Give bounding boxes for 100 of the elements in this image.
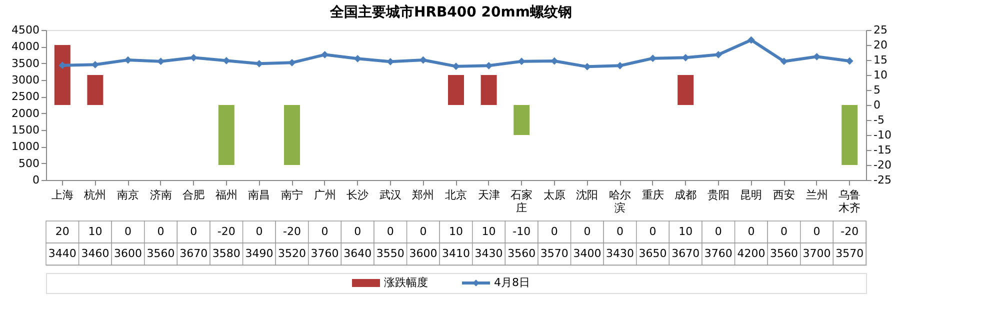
data-label: 10 (482, 225, 496, 238)
x-tick-label: 昆明 (740, 188, 762, 202)
y-tick-label: 2500 (12, 90, 40, 104)
bar (448, 75, 464, 105)
data-label: -20 (283, 225, 301, 238)
bar (480, 75, 497, 105)
data-label: 3600 (409, 247, 438, 260)
x-tick-label: 天津 (478, 188, 500, 202)
y-tick-label: 500 (18, 156, 40, 170)
data-label: 3570 (836, 247, 864, 260)
data-label: 3700 (802, 247, 831, 260)
y2-tick-label: -15 (874, 144, 892, 156)
x-tick-label: 重庆 (642, 188, 664, 202)
data-label: 0 (386, 225, 394, 238)
x-tick-label: 南京 (117, 188, 139, 202)
bar (678, 75, 694, 105)
data-label: 3560 (146, 247, 175, 260)
data-label: 3560 (508, 247, 536, 260)
data-label: 3600 (114, 247, 142, 260)
data-label: 3520 (278, 247, 306, 260)
data-label: 3410 (442, 247, 470, 260)
data-label: 3440 (48, 247, 76, 260)
data-label: 3760 (704, 247, 732, 260)
data-label: 3670 (672, 247, 700, 260)
data-label: 0 (780, 225, 788, 238)
data-label: 0 (420, 225, 427, 238)
x-tick-label: 成都 (674, 188, 697, 202)
x-tick-label: 兰州 (806, 188, 828, 202)
data-label: 3570 (540, 247, 568, 260)
x-tick-label: 上海 (51, 188, 74, 202)
data-label: 3670 (180, 247, 208, 260)
data-label: 0 (256, 225, 263, 238)
bar (284, 105, 300, 165)
x-tick-label: 杭州 (83, 188, 106, 202)
y2-tick-label: 15 (874, 54, 888, 66)
data-label: 0 (321, 225, 328, 238)
data-label: 0 (190, 225, 198, 238)
data-label: -20 (840, 225, 859, 238)
y2-tick-label: 0 (874, 98, 880, 112)
x-tick-label: 福州 (215, 188, 238, 202)
x-tick-label: 武汉 (379, 188, 402, 202)
legend-label: 涨跌幅度 (384, 276, 428, 289)
data-label: 3400 (573, 247, 602, 260)
x-tick-label: 广州 (314, 188, 336, 202)
x-tick-label: 贵阳 (707, 188, 730, 202)
data-label: 0 (813, 225, 820, 238)
x-tick-label: 石家庄 (510, 188, 533, 214)
y2-tick-label: -20 (874, 158, 892, 172)
x-tick-label: 济南 (150, 188, 172, 202)
point (714, 50, 722, 58)
data-label: 10 (88, 225, 102, 238)
data-label: 3580 (212, 247, 240, 260)
data-label: -20 (217, 225, 236, 238)
bar (87, 75, 104, 105)
y-tick-label: 1000 (12, 140, 40, 154)
data-label: 3560 (770, 247, 798, 260)
x-tick-label: 北京 (445, 188, 467, 202)
y-tick-label: 1500 (12, 124, 40, 136)
data-label: 0 (748, 225, 755, 238)
data-label: 3760 (310, 247, 339, 260)
data-label: 0 (124, 225, 132, 238)
x-tick-label: 郑州 (412, 188, 434, 202)
data-label: 4200 (737, 247, 766, 260)
y2-tick-label: 5 (874, 84, 880, 96)
point (747, 36, 755, 44)
data-label: 20 (55, 225, 70, 238)
legend-label: 4月8日 (494, 276, 530, 289)
y-tick-label: 0 (32, 174, 40, 186)
y-tick-label: 2000 (12, 106, 40, 120)
data-label: 0 (550, 225, 558, 238)
x-tick-label: 长沙 (346, 188, 369, 202)
y2-tick-label: -25 (874, 174, 892, 186)
x-tick-label: 南昌 (248, 188, 270, 202)
data-label: 3490 (245, 247, 274, 260)
x-tick-label: 合肥 (182, 188, 205, 202)
x-tick-label: 乌鲁木齐 (838, 188, 861, 214)
data-label: 0 (584, 225, 591, 238)
bar (842, 105, 858, 165)
x-tick-label: 哈尔滨 (609, 188, 631, 214)
data-label: 3550 (376, 247, 404, 260)
x-tick-label: 沈阳 (576, 188, 598, 202)
data-label: 0 (649, 225, 656, 238)
bar (514, 105, 530, 135)
x-tick-label: 西安 (773, 188, 795, 202)
y2-tick-label: 20 (874, 38, 888, 52)
data-label: 10 (449, 225, 463, 238)
data-label: 3650 (638, 247, 667, 260)
data-label: 0 (616, 225, 624, 238)
point (354, 54, 362, 62)
data-label: 3460 (81, 247, 110, 260)
data-label: 0 (354, 225, 362, 238)
bar (218, 105, 234, 165)
data-label: 3430 (606, 247, 634, 260)
data-label: 3430 (474, 247, 503, 260)
data-label: 0 (714, 225, 722, 238)
data-label: 3640 (344, 247, 372, 260)
chart-title: 全国主要城市HRB400 20mm螺纹钢 (329, 4, 572, 20)
y2-tick-label: -10 (874, 128, 892, 142)
y-tick-label: 4000 (12, 40, 40, 54)
bar (54, 45, 70, 105)
